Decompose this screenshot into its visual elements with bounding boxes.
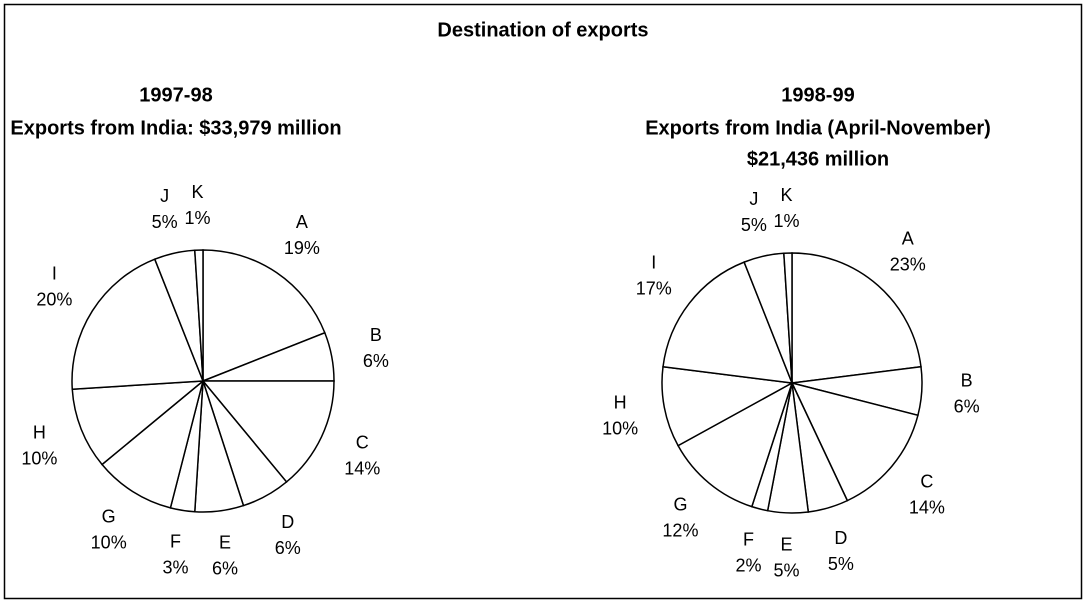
pie-slice	[662, 261, 794, 384]
slice-category: I	[52, 263, 57, 283]
slice-value-label: 5%	[828, 554, 854, 574]
pie-slice	[677, 381, 794, 508]
slice-value-label: 1%	[184, 208, 210, 228]
slice-category: B	[370, 325, 382, 345]
slice-category: J	[160, 186, 169, 206]
slice-value-label: 5%	[741, 215, 767, 235]
pie-subtitle: $21,436 million	[747, 148, 889, 170]
slice-category: K	[191, 182, 203, 202]
slice-value-label: 2%	[735, 555, 761, 575]
slice-category: H	[614, 393, 627, 413]
slice-category: K	[780, 185, 792, 205]
slice-category: F	[743, 529, 754, 549]
slice-category: A	[296, 212, 308, 232]
pie-slice	[202, 249, 326, 383]
slice-value-label: 3%	[162, 558, 188, 578]
slice-category: I	[651, 252, 656, 272]
slice-category: H	[33, 423, 46, 443]
slice-category: G	[102, 506, 116, 526]
pie-title: 1997-98	[139, 84, 212, 106]
pie-slice	[790, 381, 919, 502]
slice-value-label: 14%	[344, 459, 380, 479]
slice-value-label: 17%	[636, 278, 672, 298]
pie-slice	[783, 252, 793, 384]
pie-slice	[791, 252, 922, 384]
slice-value-label: 6%	[954, 397, 980, 417]
pie-slice	[71, 258, 205, 391]
slice-category: D	[834, 528, 847, 548]
slice-value-label: 6%	[363, 351, 389, 371]
slice-value-label: 12%	[662, 521, 698, 541]
slice-category: A	[902, 228, 914, 248]
slice-category: D	[281, 512, 294, 532]
pie-subtitle: Exports from India: $33,979 million	[10, 117, 341, 139]
slice-value-label: 6%	[275, 538, 301, 558]
pie-slice	[193, 249, 204, 382]
slice-value-label: 14%	[909, 497, 945, 517]
slice-category: F	[170, 532, 181, 552]
chart-title: Destination of exports	[437, 19, 648, 41]
pie-slice	[101, 378, 205, 509]
slice-category: E	[780, 535, 792, 555]
slice-value-label: 10%	[602, 419, 638, 439]
pie-title: 1998-99	[781, 84, 854, 106]
slice-category: C	[920, 471, 933, 491]
slice-value-label: 10%	[21, 449, 57, 469]
slice-category: J	[749, 189, 758, 209]
frame	[3, 3, 1083, 600]
slice-value-label: 20%	[36, 289, 72, 309]
slice-value-label: 1%	[773, 211, 799, 231]
pie-subtitle: Exports from India (April-November)	[645, 117, 991, 139]
pie-slice	[71, 380, 206, 466]
slice-value-label: 10%	[91, 532, 127, 552]
slice-value-label: 5%	[152, 212, 178, 232]
slice-category: B	[961, 371, 973, 391]
slice-category: E	[219, 532, 231, 552]
slice-category: C	[356, 433, 369, 453]
pie-slice	[661, 365, 795, 447]
slice-value-label: 6%	[212, 558, 238, 578]
slice-category: G	[673, 495, 687, 515]
pie-slice	[201, 380, 335, 483]
slice-value-label: 5%	[773, 561, 799, 581]
slice-value-label: 19%	[284, 238, 320, 258]
slice-value-label: 23%	[890, 254, 926, 274]
